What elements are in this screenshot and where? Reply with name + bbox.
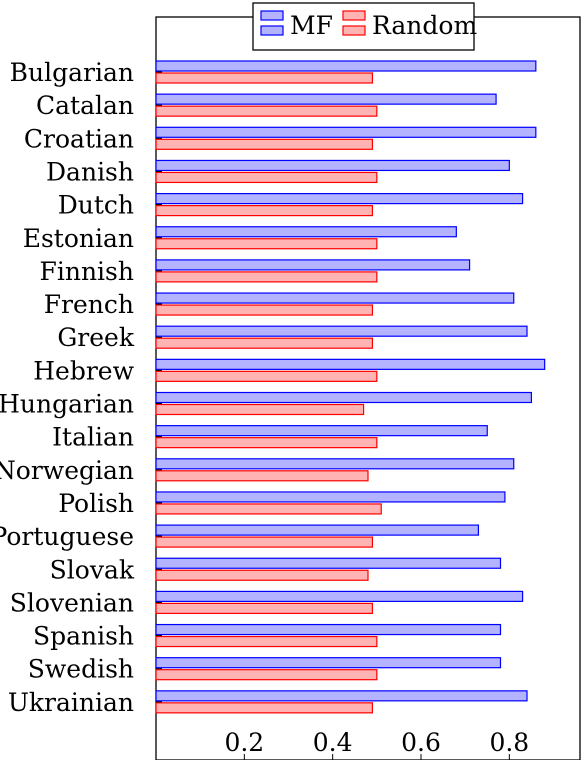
bar-mf	[155, 159, 510, 172]
y-tick-label: Estonian	[23, 224, 134, 253]
y-tick-label: Slovak	[50, 555, 135, 584]
y-tick-label: Italian	[52, 423, 134, 452]
bar-mf	[155, 623, 502, 636]
legend: MF Random	[252, 2, 477, 51]
y-tick-label: Spanish	[33, 622, 134, 651]
bar-mf	[155, 292, 515, 304]
legend-swatch-mf	[260, 10, 284, 21]
y-tick-label: Greek	[57, 323, 135, 352]
bar-mf	[155, 193, 524, 205]
y-tick-label: Portuguese	[0, 522, 134, 551]
y-tick-label: Hebrew	[33, 356, 134, 385]
bar-random	[155, 271, 378, 283]
bar-random	[155, 304, 374, 316]
bar-mf	[155, 657, 502, 669]
bar-random	[155, 437, 378, 449]
y-tick-label: Polish	[58, 489, 134, 518]
legend-label-mf: MF	[290, 11, 333, 40]
bar-random	[155, 403, 365, 416]
legend-swatch-random	[342, 25, 366, 36]
bar-mf	[155, 60, 537, 72]
bar-mf	[155, 491, 506, 503]
bar-mf	[155, 226, 457, 238]
bar-random	[155, 503, 382, 515]
x-tick-label: 0.4	[313, 728, 353, 757]
bar-random	[155, 370, 378, 382]
bar-mf	[155, 690, 528, 702]
bar-random	[155, 238, 378, 250]
bar-mf	[155, 391, 533, 404]
bar-random	[155, 536, 374, 548]
y-tick-label: Bulgarian	[10, 58, 134, 87]
bar-random	[155, 138, 374, 150]
bar-group	[155, 60, 546, 714]
bar-random	[155, 635, 378, 648]
y-tick-label: Dutch	[58, 191, 134, 220]
y-tick-label: Catalan	[36, 91, 134, 120]
bar-mf	[155, 325, 528, 337]
y-tick-label: Hungarian	[0, 390, 134, 419]
bar-random	[155, 602, 374, 615]
x-tick-label: 0.2	[224, 728, 264, 757]
bar-random	[155, 171, 378, 184]
bar-mf	[155, 590, 524, 603]
y-tick-label: Croatian	[24, 124, 134, 153]
legend-swatch-mf	[260, 25, 284, 36]
y-axis: Bulgarian Catalan Croatian Danish Dutch Eston…	[0, 58, 162, 717]
bar-mf	[155, 93, 497, 105]
bar-random	[155, 702, 374, 714]
bar-random	[155, 205, 374, 217]
bar-random	[155, 337, 374, 349]
y-tick-label: French	[44, 290, 134, 319]
bar-mf	[155, 358, 546, 370]
bar-mf	[155, 126, 537, 138]
bar-random	[155, 72, 374, 84]
bar-mf	[155, 458, 515, 470]
bar-random	[155, 470, 369, 482]
legend-label-random: Random	[372, 11, 477, 40]
bar-mf	[155, 524, 480, 536]
bar-random	[155, 105, 378, 117]
bar-random	[155, 569, 369, 581]
x-axis: 0.2 0.4 0.6 0.8	[224, 728, 529, 760]
x-tick-label: 0.8	[489, 728, 529, 757]
y-tick-label: Danish	[46, 157, 134, 186]
y-tick-label: Slovenian	[10, 588, 134, 617]
bar-mf	[155, 259, 471, 271]
legend-swatch-random	[342, 10, 366, 21]
bar-random	[155, 669, 378, 681]
bar-mf	[155, 425, 488, 437]
y-tick-label: Norwegian	[0, 456, 134, 485]
x-tick-label: 0.6	[401, 728, 441, 757]
y-tick-label: Finnish	[40, 257, 134, 286]
y-tick-label: Swedish	[28, 655, 134, 684]
bar-mf	[155, 557, 502, 569]
y-tick-label: Ukrainian	[8, 688, 134, 717]
